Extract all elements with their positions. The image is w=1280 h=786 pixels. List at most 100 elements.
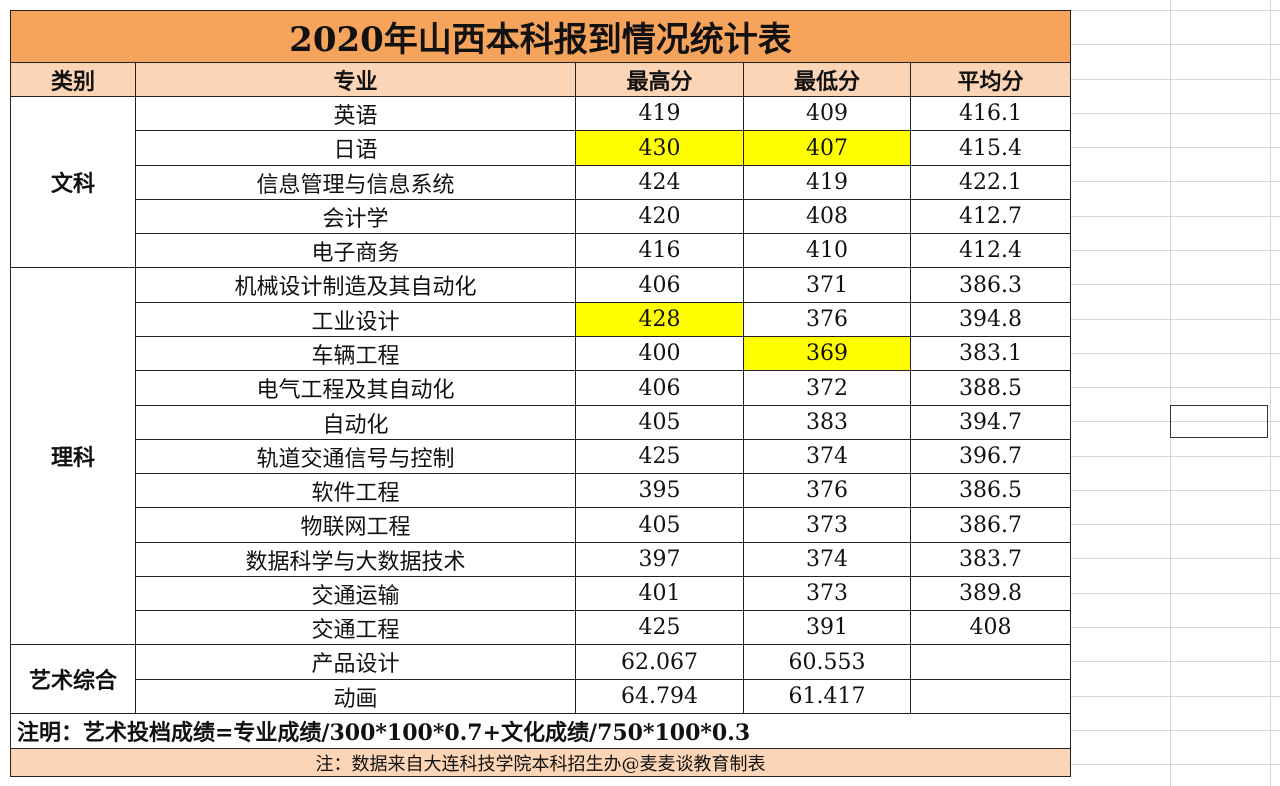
sheet-gridline [1070, 627, 1280, 628]
major-cell: 信息管理与信息系统 [135, 165, 576, 200]
score-cell: 406 [575, 370, 744, 406]
major-cell: 交通运输 [135, 576, 576, 611]
footnote: 注：数据来自大连科技学院本科招生办@麦麦谈教育制表 [10, 748, 1071, 777]
sheet-gridline [1070, 10, 1280, 11]
major-cell: 物联网工程 [135, 507, 576, 543]
category-cell: 艺术综合 [10, 644, 136, 714]
major-cell: 机械设计制造及其自动化 [135, 267, 576, 303]
major-cell: 交通工程 [135, 610, 576, 645]
score-cell: 405 [575, 405, 744, 440]
score-cell: 408 [743, 199, 911, 234]
sheet-gridline [1070, 284, 1280, 285]
score-cell: 386.3 [910, 267, 1071, 303]
score-cell: 430 [575, 130, 744, 166]
score-cell: 376 [743, 302, 911, 337]
sheet-gridline [1170, 0, 1171, 786]
score-cell: 376 [743, 473, 911, 508]
score-cell: 369 [743, 336, 911, 371]
score-cell: 415.4 [910, 130, 1071, 166]
score-cell: 64.794 [575, 679, 744, 714]
major-cell: 自动化 [135, 405, 576, 440]
score-cell: 409 [743, 96, 911, 131]
major-cell: 软件工程 [135, 473, 576, 508]
score-cell: 400 [575, 336, 744, 371]
score-cell: 383.7 [910, 542, 1071, 577]
major-cell: 车辆工程 [135, 336, 576, 371]
major-cell: 轨道交通信号与控制 [135, 439, 576, 474]
score-cell: 371 [743, 267, 911, 303]
major-cell: 数据科学与大数据技术 [135, 542, 576, 577]
score-cell: 407 [743, 130, 911, 166]
sheet-gridline [1070, 44, 1280, 45]
score-cell: 383 [743, 405, 911, 440]
score-cell: 406 [575, 267, 744, 303]
table-title: 2020年山西本科报到情况统计表 [10, 10, 1071, 63]
sheet-gridline [1270, 0, 1271, 786]
empty-cell [910, 644, 1071, 680]
score-cell: 416.1 [910, 96, 1071, 131]
sheet-gridline [1070, 319, 1280, 320]
score-cell: 383.1 [910, 336, 1071, 371]
sheet-gridline [1070, 216, 1280, 217]
sheet-gridline [1070, 593, 1280, 594]
empty-cell [910, 679, 1071, 714]
score-cell: 416 [575, 233, 744, 268]
sheet-gridline [1070, 558, 1280, 559]
sheet-gridline [1070, 490, 1280, 491]
score-cell: 397 [575, 542, 744, 577]
score-cell: 60.553 [743, 644, 911, 680]
major-cell: 英语 [135, 96, 576, 131]
major-cell: 电气工程及其自动化 [135, 370, 576, 406]
major-cell: 产品设计 [135, 644, 576, 680]
score-cell: 424 [575, 165, 744, 200]
selected-cell[interactable] [1170, 405, 1268, 438]
sheet-gridline [1070, 113, 1280, 114]
score-cell: 396.7 [910, 439, 1071, 474]
sheet-gridline [1070, 696, 1280, 697]
sheet-gridline [1070, 764, 1280, 765]
score-cell: 412.4 [910, 233, 1071, 268]
major-cell: 会计学 [135, 199, 576, 234]
score-cell: 422.1 [910, 165, 1071, 200]
score-cell: 372 [743, 370, 911, 406]
score-cell: 405 [575, 507, 744, 543]
score-cell: 374 [743, 542, 911, 577]
score-cell: 394.7 [910, 405, 1071, 440]
sheet-gridline [1070, 421, 1280, 422]
column-header: 最高分 [575, 62, 744, 97]
column-header: 类别 [10, 62, 136, 97]
score-cell: 428 [575, 302, 744, 337]
sheet-gridline [1070, 181, 1280, 182]
score-cell: 388.5 [910, 370, 1071, 406]
score-cell: 389.8 [910, 576, 1071, 611]
score-cell: 373 [743, 576, 911, 611]
score-cell: 395 [575, 473, 744, 508]
sheet-gridline [1070, 730, 1280, 731]
score-cell: 394.8 [910, 302, 1071, 337]
column-header: 专业 [135, 62, 576, 97]
score-cell: 61.417 [743, 679, 911, 714]
category-cell: 文科 [10, 96, 136, 268]
score-cell: 410 [743, 233, 911, 268]
score-cell: 419 [743, 165, 911, 200]
sheet-gridline [1070, 250, 1280, 251]
column-header: 平均分 [910, 62, 1071, 97]
score-cell: 408 [910, 610, 1071, 645]
score-cell: 412.7 [910, 199, 1071, 234]
score-cell: 420 [575, 199, 744, 234]
sheet-gridline [1070, 387, 1280, 388]
major-cell: 电子商务 [135, 233, 576, 268]
category-cell: 理科 [10, 267, 136, 645]
sheet-gridline [1070, 524, 1280, 525]
sheet-gridline [1070, 456, 1280, 457]
score-cell: 391 [743, 610, 911, 645]
score-cell: 62.067 [575, 644, 744, 680]
score-cell: 373 [743, 507, 911, 543]
score-cell: 425 [575, 439, 744, 474]
sheet-gridline [1070, 79, 1280, 80]
major-cell: 日语 [135, 130, 576, 166]
score-cell: 386.5 [910, 473, 1071, 508]
sheet-gridline [1070, 353, 1280, 354]
sheet-gridline [1070, 147, 1280, 148]
